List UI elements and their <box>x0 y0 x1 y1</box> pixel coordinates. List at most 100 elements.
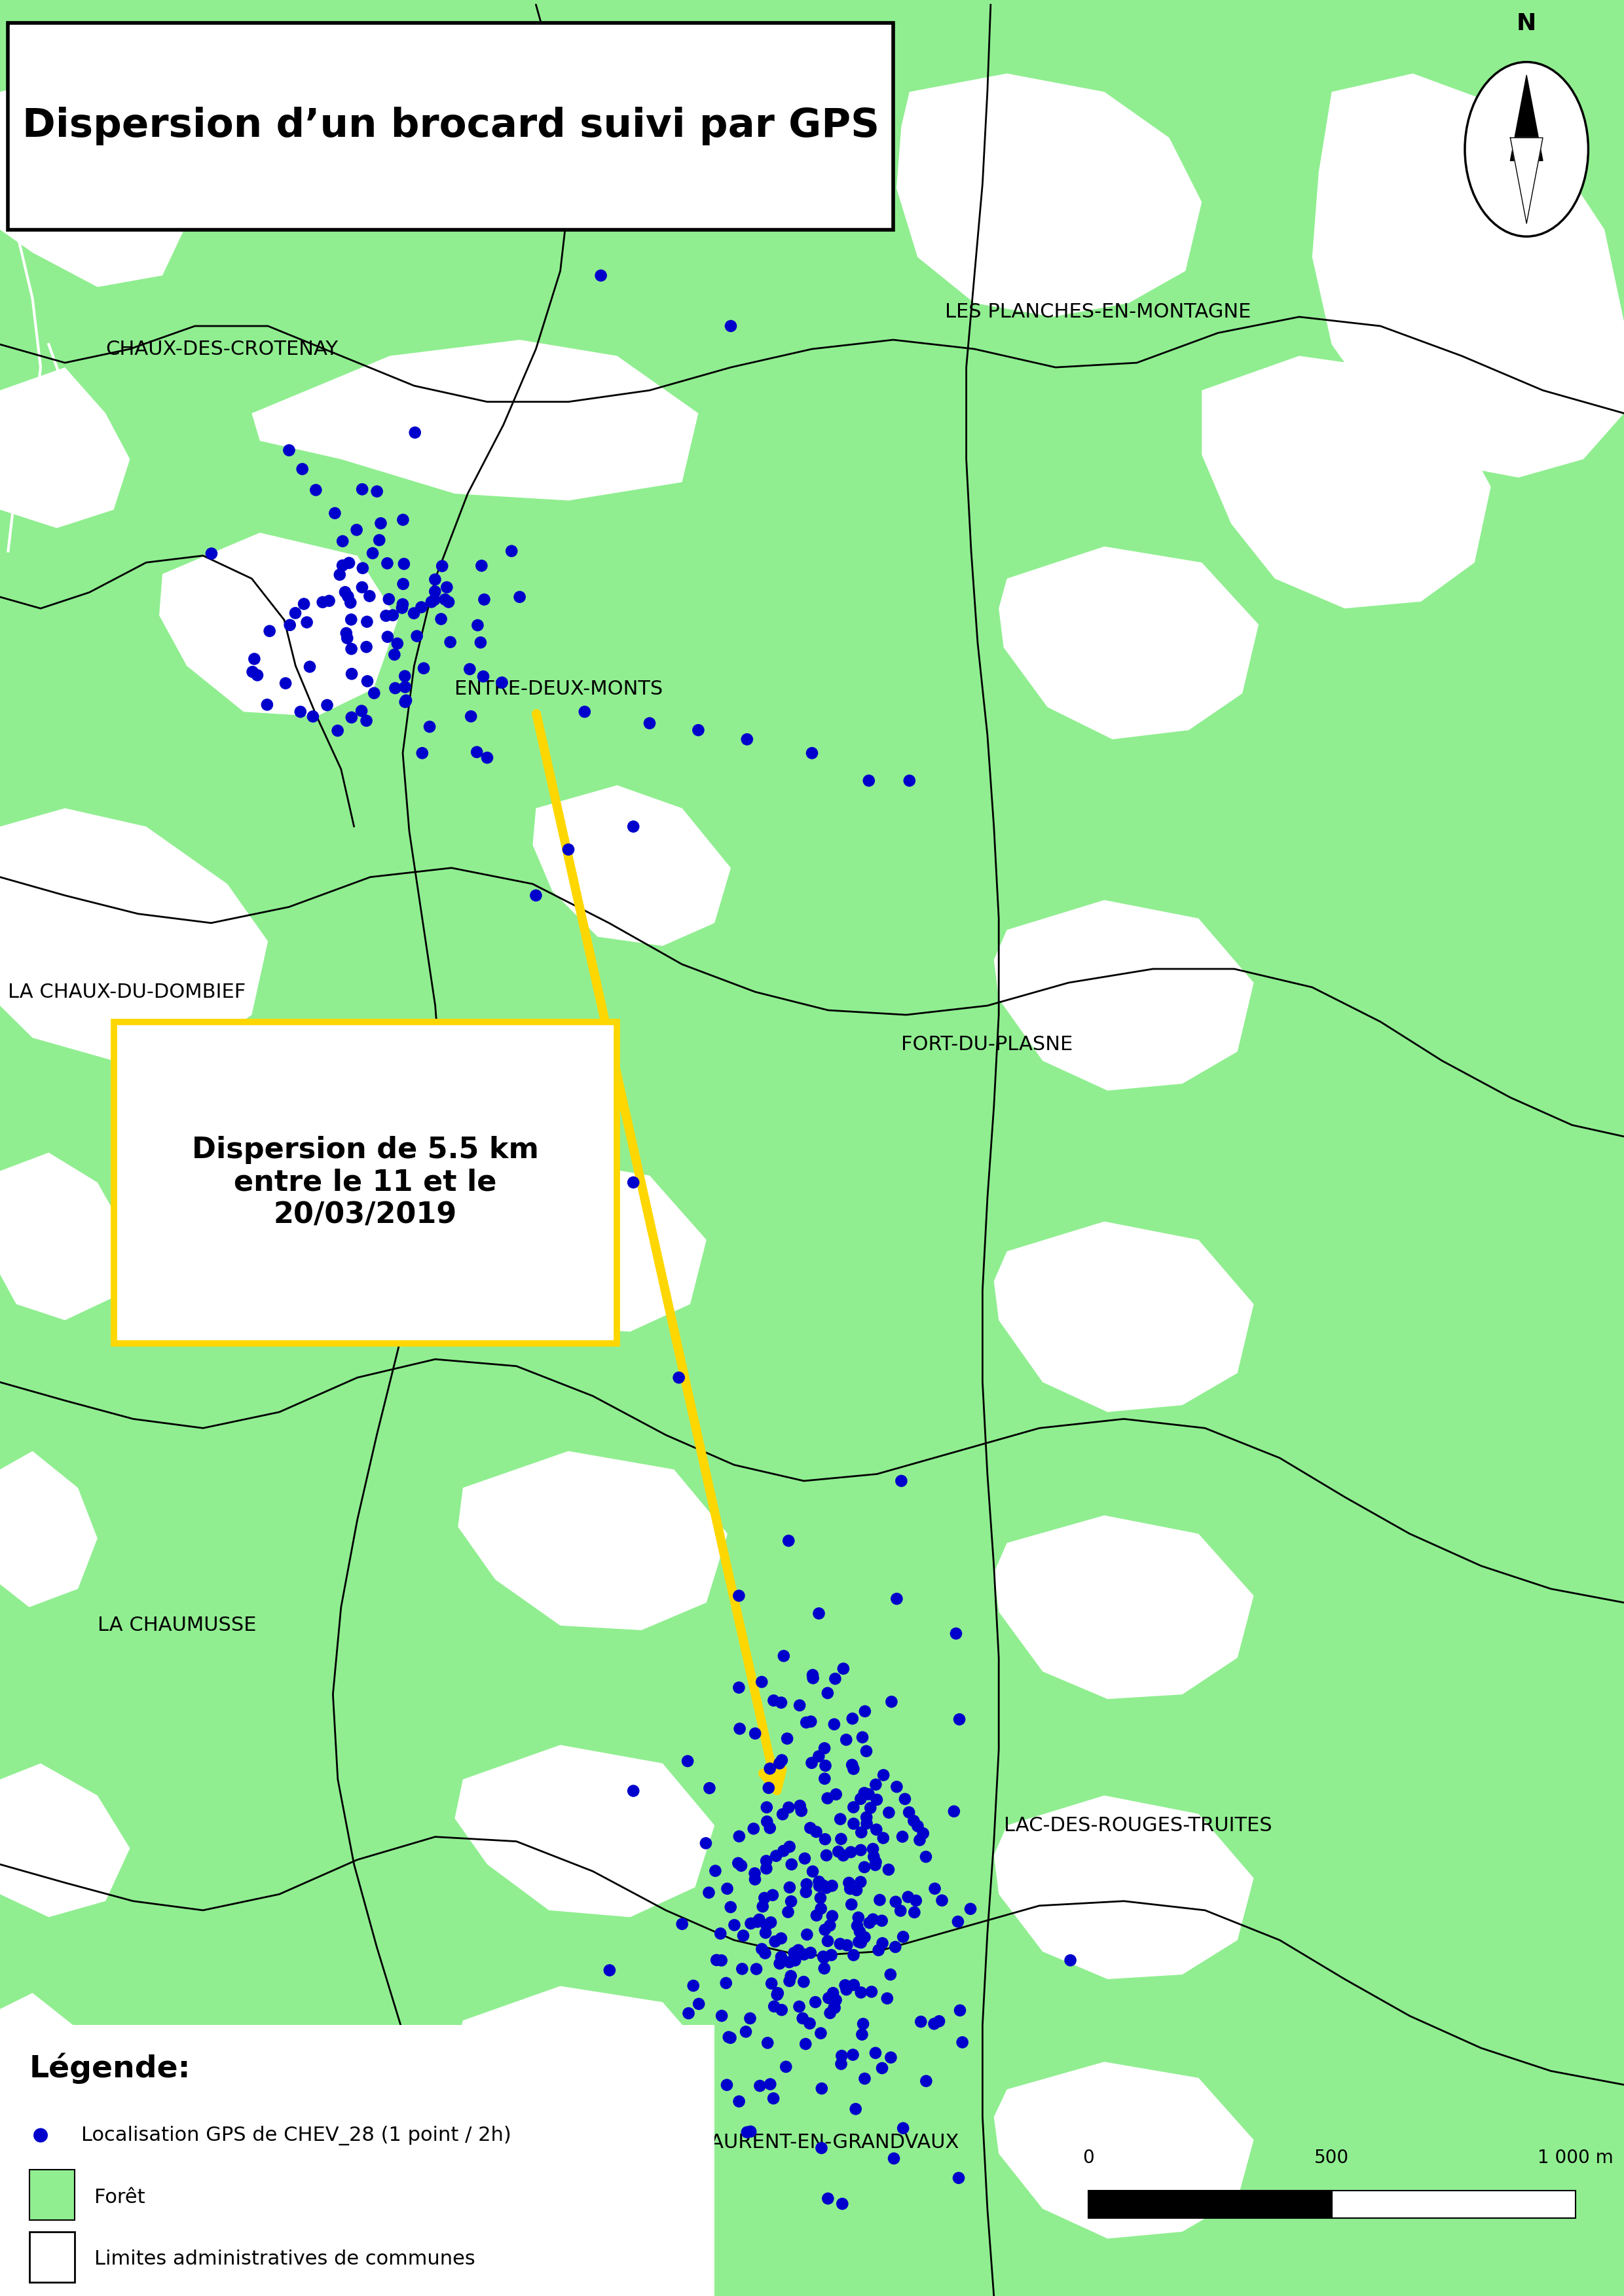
Point <box>793 2025 818 2062</box>
Point <box>840 2037 866 2073</box>
Point <box>768 1938 794 1975</box>
Point <box>849 2016 875 2053</box>
Point <box>729 1952 755 1988</box>
Point <box>791 1936 817 1972</box>
Point <box>471 581 497 618</box>
Point <box>802 1984 828 2020</box>
Point <box>866 1931 892 1968</box>
Point <box>812 1949 838 1986</box>
Point <box>844 1908 870 1945</box>
Point <box>726 1669 752 1706</box>
Point <box>851 1775 877 1812</box>
Polygon shape <box>0 1993 94 2147</box>
Point <box>755 2025 781 2062</box>
Point <box>302 471 328 507</box>
Point <box>856 1775 882 1812</box>
Point <box>726 2082 752 2119</box>
Point <box>338 698 364 735</box>
Point <box>754 1802 780 1839</box>
Point <box>848 1975 874 2011</box>
Point <box>848 1779 874 1816</box>
Point <box>856 1903 882 1940</box>
Point <box>489 664 515 700</box>
Point <box>300 698 326 735</box>
Point <box>830 2186 856 2223</box>
Point <box>862 1844 888 1880</box>
Point <box>848 1924 874 1961</box>
Point <box>778 1883 804 1919</box>
Point <box>841 1968 867 2004</box>
Point <box>841 1750 867 1786</box>
Point <box>755 1770 781 1807</box>
Point <box>325 712 351 748</box>
Point <box>715 1871 741 1908</box>
Point <box>793 1839 818 1876</box>
Point <box>833 1722 859 1759</box>
Point <box>807 2016 833 2053</box>
Point <box>846 1913 872 1949</box>
Point <box>718 2020 744 2057</box>
Point <box>375 581 401 618</box>
Point <box>830 1837 856 1874</box>
Point <box>828 2037 854 2073</box>
Point <box>411 650 437 687</box>
Bar <box>1088 2190 1332 2218</box>
Point <box>776 1869 802 1906</box>
Text: SAINT-LAURENT-EN-GRANDVAUX: SAINT-LAURENT-EN-GRANDVAUX <box>633 2133 960 2151</box>
Point <box>788 1793 814 1830</box>
Point <box>841 1805 867 1841</box>
Point <box>822 1660 848 1697</box>
Point <box>762 1924 788 1961</box>
Point <box>896 1793 922 1830</box>
Point <box>888 1463 914 1499</box>
Point <box>896 762 922 799</box>
Polygon shape <box>1312 73 1624 478</box>
Point <box>390 565 416 602</box>
Point <box>750 1887 776 1924</box>
Point <box>338 583 364 620</box>
Point <box>776 1945 802 1981</box>
Point <box>588 257 614 294</box>
Point <box>835 1926 861 1963</box>
Point <box>757 1750 783 1786</box>
Point <box>817 1995 843 2032</box>
Point <box>335 579 361 615</box>
Point <box>906 1821 932 1857</box>
Point <box>276 432 302 468</box>
Point <box>849 1720 875 1756</box>
Point <box>883 1883 909 1919</box>
Point <box>810 1867 836 1903</box>
Point <box>806 1738 831 1775</box>
Point <box>695 1874 721 1910</box>
Point <box>788 1786 814 1823</box>
Point <box>812 1729 838 1766</box>
Point <box>814 1869 840 1906</box>
Point <box>870 1821 896 1857</box>
Point <box>913 1839 939 1876</box>
Point <box>822 1706 848 1743</box>
Point <box>793 1874 818 1910</box>
Polygon shape <box>0 1763 130 1917</box>
Point <box>456 650 482 687</box>
Point <box>474 739 500 776</box>
Point <box>812 1821 838 1857</box>
Point <box>861 1839 887 1876</box>
Point <box>799 735 825 771</box>
Point <box>851 1919 877 1956</box>
Point <box>432 581 458 618</box>
Polygon shape <box>896 73 1202 317</box>
Point <box>929 1883 955 1919</box>
Point <box>825 1832 851 1869</box>
Point <box>507 579 533 615</box>
Point <box>637 705 663 742</box>
Point <box>763 1837 789 1874</box>
Text: Légende:: Légende: <box>29 2053 190 2085</box>
Point <box>754 1844 780 1880</box>
Point <box>716 2018 742 2055</box>
Point <box>726 1577 752 1614</box>
Point <box>875 1793 901 1830</box>
Point <box>310 583 336 620</box>
Point <box>349 471 375 507</box>
Point <box>797 1936 823 1972</box>
Point <box>778 1846 804 1883</box>
